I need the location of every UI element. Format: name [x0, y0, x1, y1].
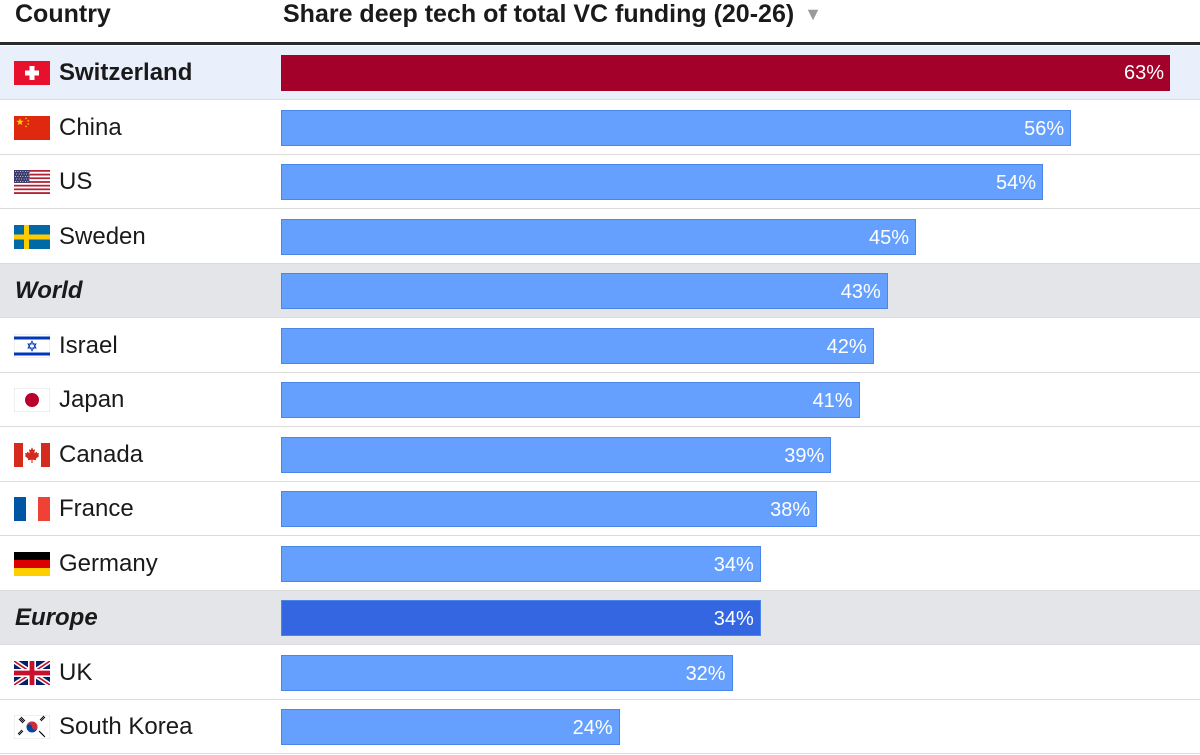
bar-canada: 39%	[281, 436, 832, 473]
value-label: 34%	[713, 553, 754, 576]
country-name: South Korea	[59, 713, 193, 740]
value-label: 34%	[713, 608, 754, 630]
us-flag-icon	[14, 170, 50, 194]
value-label: 32%	[685, 662, 726, 685]
country-name: World	[15, 277, 83, 304]
bar-world: 43%	[281, 273, 888, 309]
country-name: Canada	[59, 440, 144, 468]
china-flag-icon	[14, 115, 50, 140]
value-label: 38%	[770, 499, 811, 521]
value-label: 45%	[868, 226, 909, 249]
value-label: 43%	[840, 281, 881, 303]
value-label: 54%	[995, 172, 1036, 194]
country-name: Switzerland	[59, 59, 193, 86]
table-row: Israel 42%	[0, 319, 1200, 373]
value-label: 56%	[1024, 117, 1065, 140]
table-header: Country Share deep tech of total VC fund…	[0, 0, 1200, 45]
country-name: Europe	[15, 604, 98, 631]
country-name: UK	[59, 658, 93, 686]
country-column-header[interactable]: Country	[15, 0, 111, 28]
value-label: 42%	[826, 335, 867, 358]
bar-us: 54%	[281, 164, 1043, 200]
table-row: China 56%	[0, 101, 1200, 155]
germany-flag-icon	[14, 551, 50, 576]
country-name: Israel	[59, 331, 118, 359]
france-flag-icon	[14, 497, 50, 521]
value-label: 63%	[1123, 62, 1164, 84]
bar-south-korea: 24%	[281, 709, 620, 745]
canada-flag-icon	[14, 442, 50, 467]
table-row: South Korea 24%	[0, 700, 1200, 754]
country-name: France	[59, 495, 134, 522]
value-label: 41%	[812, 390, 853, 412]
table-row: Europe 34%	[0, 591, 1200, 645]
metric-column-label: Share deep tech of total VC funding (20-…	[283, 0, 795, 28]
bar-japan: 41%	[281, 382, 860, 418]
sweden-flag-icon	[14, 224, 50, 249]
value-label: 39%	[784, 444, 825, 467]
country-name: US	[59, 168, 93, 195]
country-name: Japan	[59, 386, 125, 413]
table-row: France 38%	[0, 482, 1200, 536]
table-row: Germany 34%	[0, 537, 1200, 591]
bar-germany: 34%	[281, 545, 761, 582]
table-row: UK 32%	[0, 646, 1200, 700]
japan-flag-icon	[14, 388, 50, 412]
bar-uk: 32%	[281, 654, 733, 691]
bar-switzerland: 63%	[281, 55, 1170, 91]
sort-descending-icon[interactable]: ▼	[804, 4, 822, 24]
bar-israel: 42%	[281, 327, 874, 364]
switzerland-flag-icon	[14, 61, 50, 85]
country-name: Germany	[59, 549, 158, 577]
bar-china: 56%	[281, 109, 1072, 146]
bar-sweden: 45%	[281, 218, 916, 255]
table-row: US 54%	[0, 155, 1200, 209]
table-row: Japan 41%	[0, 373, 1200, 427]
table-row: Sweden 45%	[0, 210, 1200, 264]
table-row: Switzerland 63%	[0, 46, 1200, 100]
bar-france: 38%	[281, 491, 818, 527]
value-label: 24%	[572, 717, 613, 739]
bar-europe: 34%	[281, 600, 761, 636]
south-korea-flag-icon	[14, 715, 50, 739]
country-name: China	[59, 113, 122, 141]
metric-column-header[interactable]: Share deep tech of total VC funding (20-…	[283, 0, 822, 29]
country-name: Sweden	[59, 222, 146, 250]
israel-flag-icon	[14, 333, 50, 358]
table-row: World 43%	[0, 264, 1200, 318]
table-row: Canada 39%	[0, 428, 1200, 482]
uk-flag-icon	[14, 660, 50, 685]
